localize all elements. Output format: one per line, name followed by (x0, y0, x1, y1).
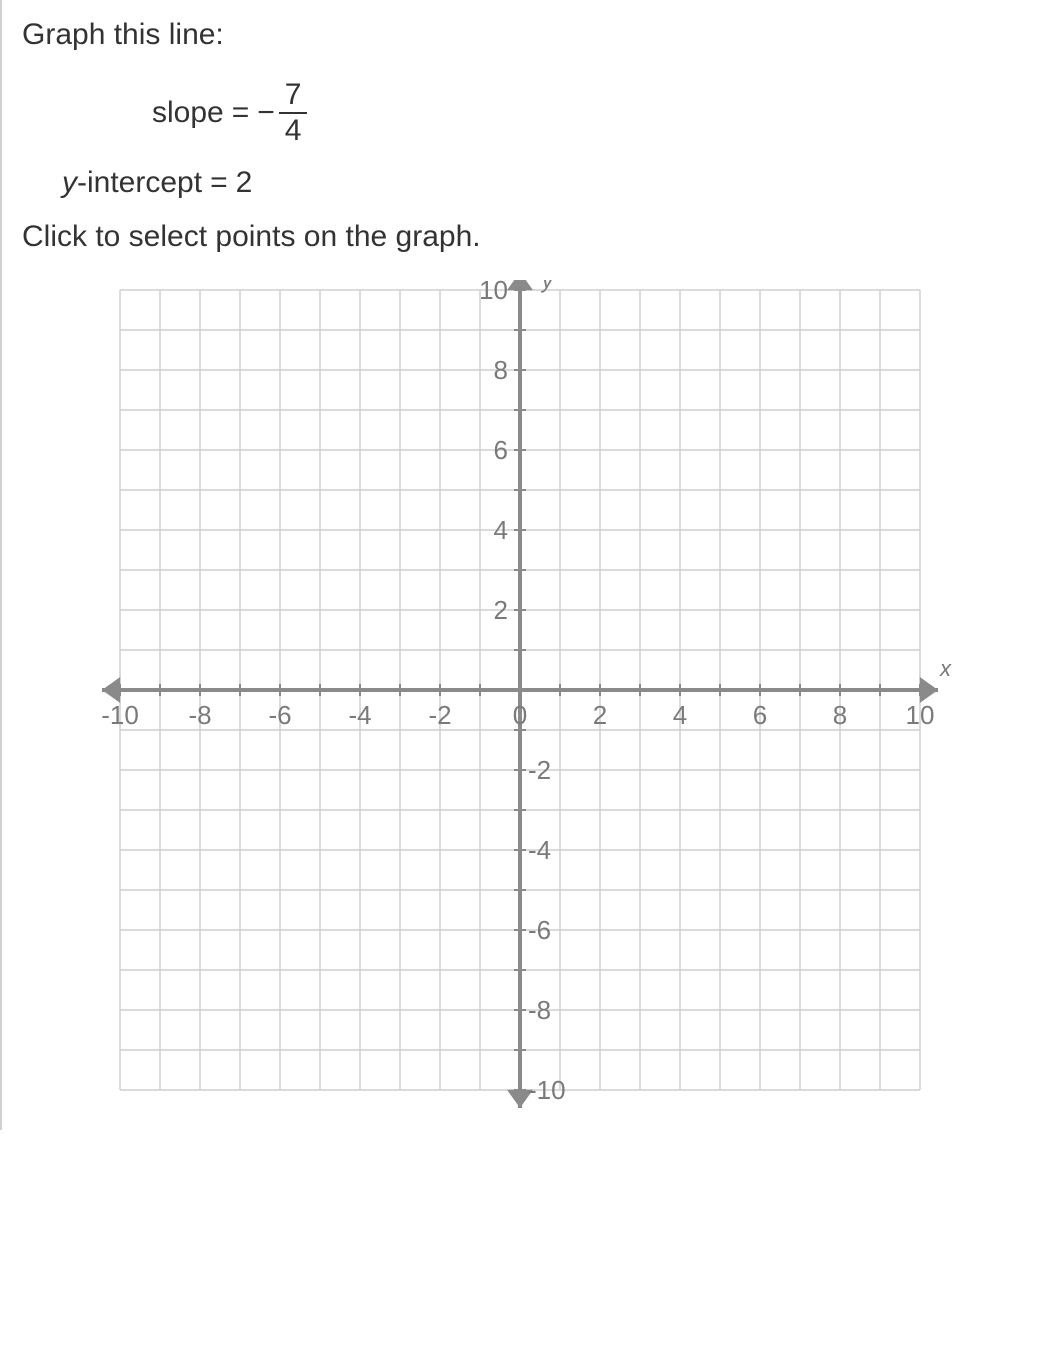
slope-denominator: 4 (279, 112, 308, 146)
equals-sign: = (224, 96, 258, 130)
y-tick-label: 8 (493, 355, 507, 385)
x-tick-label: 8 (832, 700, 846, 730)
slope-label: slope (62, 96, 224, 130)
x-tick-label: -4 (348, 700, 371, 730)
x-tick-label: 0 (512, 700, 526, 730)
x-tick-label: 6 (752, 700, 766, 730)
slope-numerator: 7 (279, 80, 308, 112)
y-axis-label: y (540, 280, 555, 293)
equals-sign-2: = (202, 166, 236, 200)
axis-arrowhead (507, 280, 533, 290)
y-var: y (62, 166, 77, 199)
y-tick-label: 10 (479, 280, 508, 305)
x-tick-label: -10 (101, 700, 139, 730)
x-tick-label: -8 (188, 700, 211, 730)
y-tick-label: -6 (528, 915, 551, 945)
negative-sign: − (257, 96, 275, 130)
y-tick-label: -8 (528, 995, 551, 1025)
prompt-title: Graph this line: (22, 18, 1017, 52)
equation-block: slope = − 7 4 y-intercept = 2 (62, 80, 1017, 200)
y-tick-label: 2 (493, 595, 507, 625)
x-axis-label: x (939, 656, 952, 681)
y-tick-label: -10 (528, 1075, 566, 1105)
y-tick-label: 6 (493, 435, 507, 465)
x-tick-label: -6 (268, 700, 291, 730)
y-tick-label: -4 (528, 835, 551, 865)
x-tick-label: 4 (672, 700, 686, 730)
slope-fraction: 7 4 (279, 80, 308, 146)
x-tick-label: 2 (592, 700, 606, 730)
y-intercept-label: y-intercept (62, 166, 202, 200)
x-tick-label: 10 (905, 700, 934, 730)
x-tick-label: -2 (428, 700, 451, 730)
slope-equation: slope = − 7 4 (62, 80, 1017, 146)
y-intercept-value: 2 (236, 166, 253, 200)
instruction-text: Click to select points on the graph. (22, 220, 1017, 254)
y-intercept-equation: y-intercept = 2 (62, 166, 1017, 200)
coordinate-grid[interactable]: -10-8-6-4-20246810246810-2-4-6-8-10yx (50, 280, 990, 1110)
y-tick-label: -2 (528, 755, 551, 785)
intercept-text: -intercept (77, 166, 202, 199)
y-tick-label: 4 (493, 515, 507, 545)
